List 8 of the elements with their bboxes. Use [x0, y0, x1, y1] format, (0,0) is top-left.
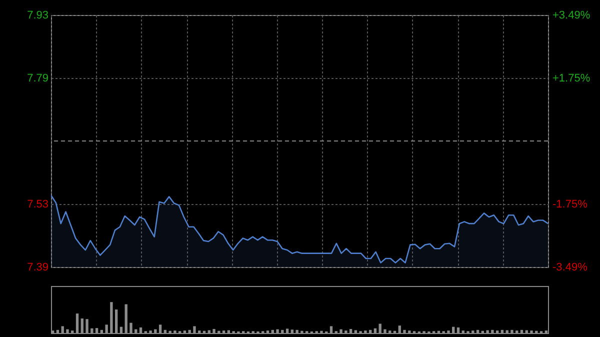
y-tick-label: 7.53	[27, 198, 48, 210]
y2-tick-label: -3.49%	[552, 262, 588, 274]
y2-tick-label: +3.49%	[552, 10, 590, 22]
y-tick-label: 7.39	[27, 262, 48, 274]
y-tick-label: 7.79	[27, 72, 48, 85]
y-tick-label: 7.93	[27, 10, 48, 22]
y2-tick-label: -1.75%	[552, 198, 588, 211]
y2-tick-label: +1.75%	[552, 72, 590, 84]
